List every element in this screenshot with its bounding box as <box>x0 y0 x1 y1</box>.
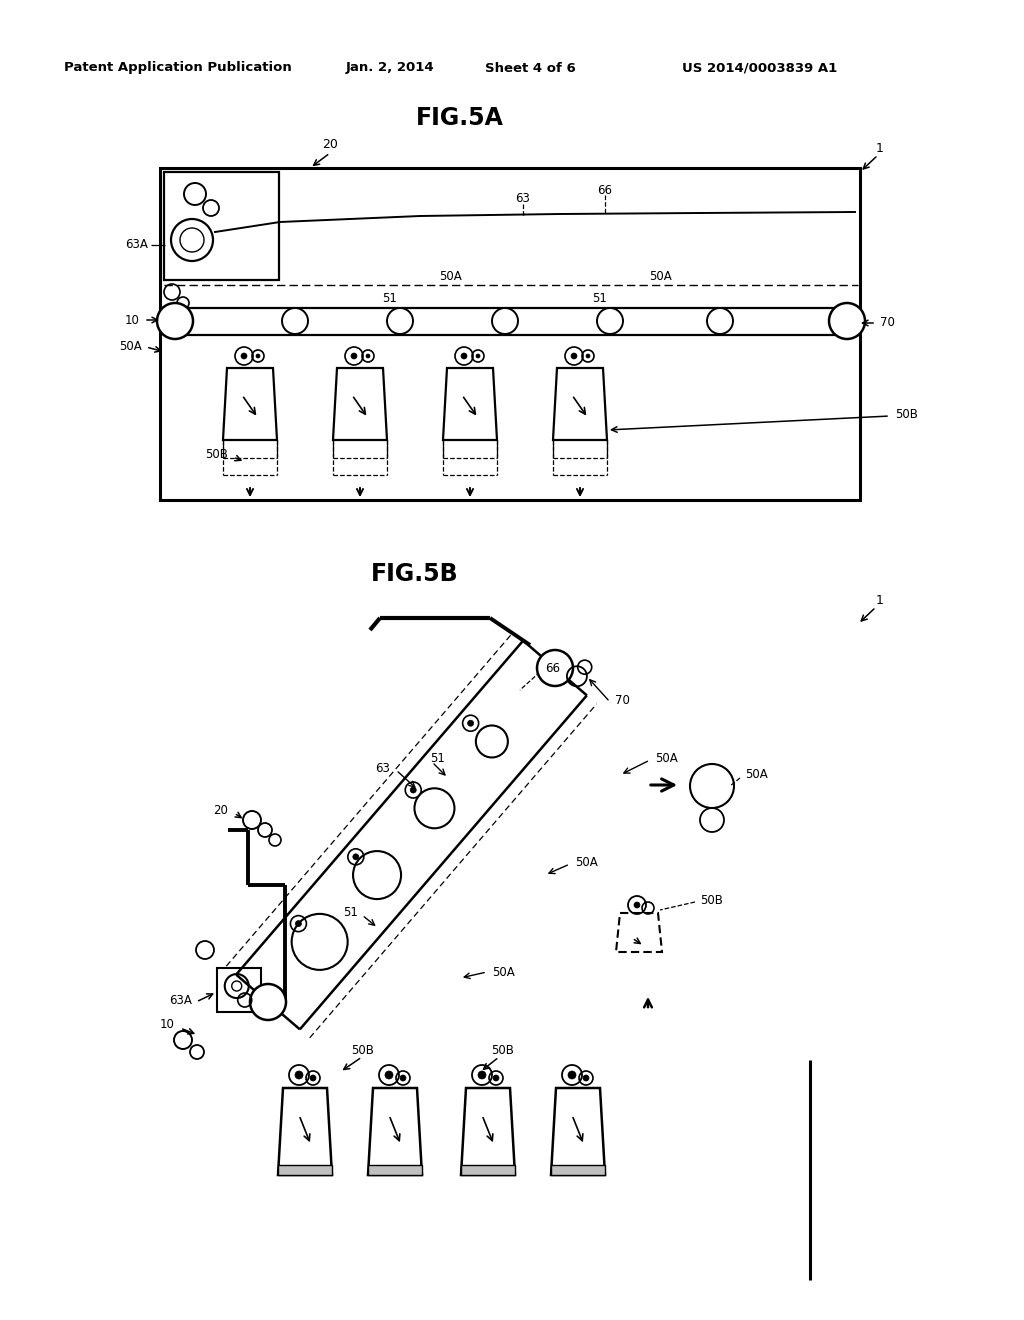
Text: Jan. 2, 2014: Jan. 2, 2014 <box>346 62 434 74</box>
Circle shape <box>353 851 401 899</box>
Polygon shape <box>368 1166 422 1175</box>
Polygon shape <box>278 1166 332 1175</box>
Circle shape <box>478 1071 486 1078</box>
Text: 63A: 63A <box>169 994 193 1006</box>
Text: 1: 1 <box>877 141 884 154</box>
Polygon shape <box>461 1166 515 1175</box>
Text: 50B: 50B <box>351 1044 375 1056</box>
Circle shape <box>256 354 260 358</box>
Circle shape <box>295 1071 303 1078</box>
Circle shape <box>829 304 865 339</box>
Circle shape <box>571 352 577 359</box>
Text: 50B: 50B <box>895 408 918 421</box>
Text: 50B: 50B <box>492 1044 514 1056</box>
Circle shape <box>597 308 623 334</box>
Text: 51: 51 <box>593 292 607 305</box>
Circle shape <box>310 1074 316 1081</box>
Circle shape <box>415 788 455 828</box>
Circle shape <box>476 726 508 758</box>
Text: 63: 63 <box>375 762 390 775</box>
Text: 50A: 50A <box>575 855 598 869</box>
Circle shape <box>468 721 474 726</box>
Text: FIG.5A: FIG.5A <box>416 106 504 129</box>
Text: 50B: 50B <box>205 449 228 462</box>
Bar <box>160 168 860 500</box>
Text: 50A: 50A <box>438 269 462 282</box>
Text: 51: 51 <box>383 292 397 305</box>
Text: 10: 10 <box>125 314 140 326</box>
Text: 50B: 50B <box>700 894 723 907</box>
Bar <box>217 968 261 1012</box>
Text: 70: 70 <box>880 317 895 330</box>
Polygon shape <box>551 1166 605 1175</box>
Circle shape <box>707 308 733 334</box>
Text: 20: 20 <box>323 139 338 152</box>
Text: 70: 70 <box>615 693 630 706</box>
Text: 10: 10 <box>160 1019 175 1031</box>
Circle shape <box>461 352 467 359</box>
Text: 50A: 50A <box>745 767 768 780</box>
Text: 50A: 50A <box>655 751 678 764</box>
Text: 1: 1 <box>877 594 884 606</box>
Circle shape <box>385 1071 393 1078</box>
Circle shape <box>282 308 308 334</box>
Circle shape <box>400 1074 406 1081</box>
Text: Sheet 4 of 6: Sheet 4 of 6 <box>484 62 575 74</box>
Text: 51: 51 <box>430 751 444 764</box>
Circle shape <box>583 1074 589 1081</box>
Circle shape <box>157 304 193 339</box>
Text: FIG.5B: FIG.5B <box>371 562 459 586</box>
Circle shape <box>387 308 413 334</box>
Text: 50A: 50A <box>492 965 515 978</box>
Circle shape <box>295 920 301 927</box>
Text: 66: 66 <box>545 661 560 675</box>
Circle shape <box>586 354 590 358</box>
Circle shape <box>476 354 480 358</box>
Text: 50A: 50A <box>648 269 672 282</box>
Circle shape <box>411 787 416 793</box>
Circle shape <box>351 352 357 359</box>
Circle shape <box>493 1074 499 1081</box>
Text: 63: 63 <box>515 193 530 206</box>
Circle shape <box>492 308 518 334</box>
Circle shape <box>292 913 348 970</box>
Circle shape <box>353 854 358 859</box>
Text: 20: 20 <box>213 804 228 817</box>
Circle shape <box>241 352 247 359</box>
Circle shape <box>250 983 286 1020</box>
Circle shape <box>568 1071 575 1078</box>
Circle shape <box>537 649 573 686</box>
Text: Patent Application Publication: Patent Application Publication <box>65 62 292 74</box>
Text: 63A: 63A <box>125 239 148 252</box>
Text: 66: 66 <box>597 183 612 197</box>
Circle shape <box>634 902 640 908</box>
Text: 50A: 50A <box>119 341 142 354</box>
Text: 51: 51 <box>343 906 358 919</box>
Circle shape <box>366 354 370 358</box>
Text: US 2014/0003839 A1: US 2014/0003839 A1 <box>682 62 838 74</box>
Bar <box>164 172 279 280</box>
